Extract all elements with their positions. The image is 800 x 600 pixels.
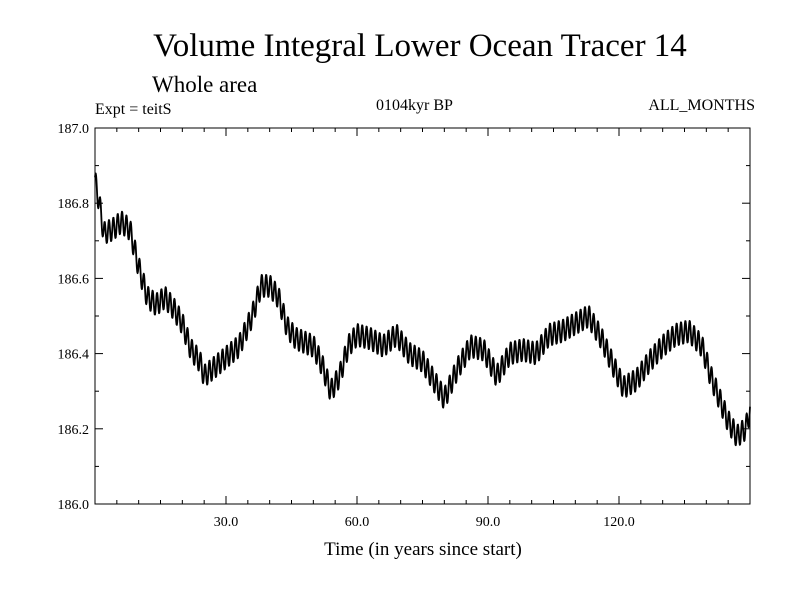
tick-labels-group: 186.0 186.2 186.4 186.6 186.8 187.0 30.0 60.0 90… bbox=[58, 122, 635, 530]
plot-frame bbox=[94, 127, 751, 505]
y-tick-label: 186.4 bbox=[58, 348, 90, 363]
chart-subtitle: Whole area bbox=[152, 72, 258, 97]
y-tick-label: 186.0 bbox=[58, 498, 90, 513]
x-tick-label: 90.0 bbox=[476, 515, 501, 530]
x-axis-label: Time (in years since start) bbox=[324, 539, 522, 560]
months-label: ALL_MONTHS bbox=[648, 97, 755, 114]
y-tick-label: 186.2 bbox=[58, 423, 90, 438]
chart-title: Volume Integral Lower Ocean Tracer 14 bbox=[153, 28, 687, 64]
x-tick-label: 60.0 bbox=[345, 515, 370, 530]
series-group bbox=[94, 172, 751, 447]
x-tick-label: 120.0 bbox=[603, 515, 635, 530]
x-tick-label: 30.0 bbox=[214, 515, 239, 530]
series-line-0 bbox=[94, 172, 751, 447]
y-tick-label: 186.6 bbox=[58, 272, 90, 287]
experiment-label: Expt = teitS bbox=[95, 101, 172, 118]
y-tick-label: 187.0 bbox=[58, 122, 90, 137]
ticks-group bbox=[95, 127, 750, 505]
y-tick-label: 186.8 bbox=[58, 197, 90, 212]
period-label: 0104kyr BP bbox=[376, 97, 453, 114]
